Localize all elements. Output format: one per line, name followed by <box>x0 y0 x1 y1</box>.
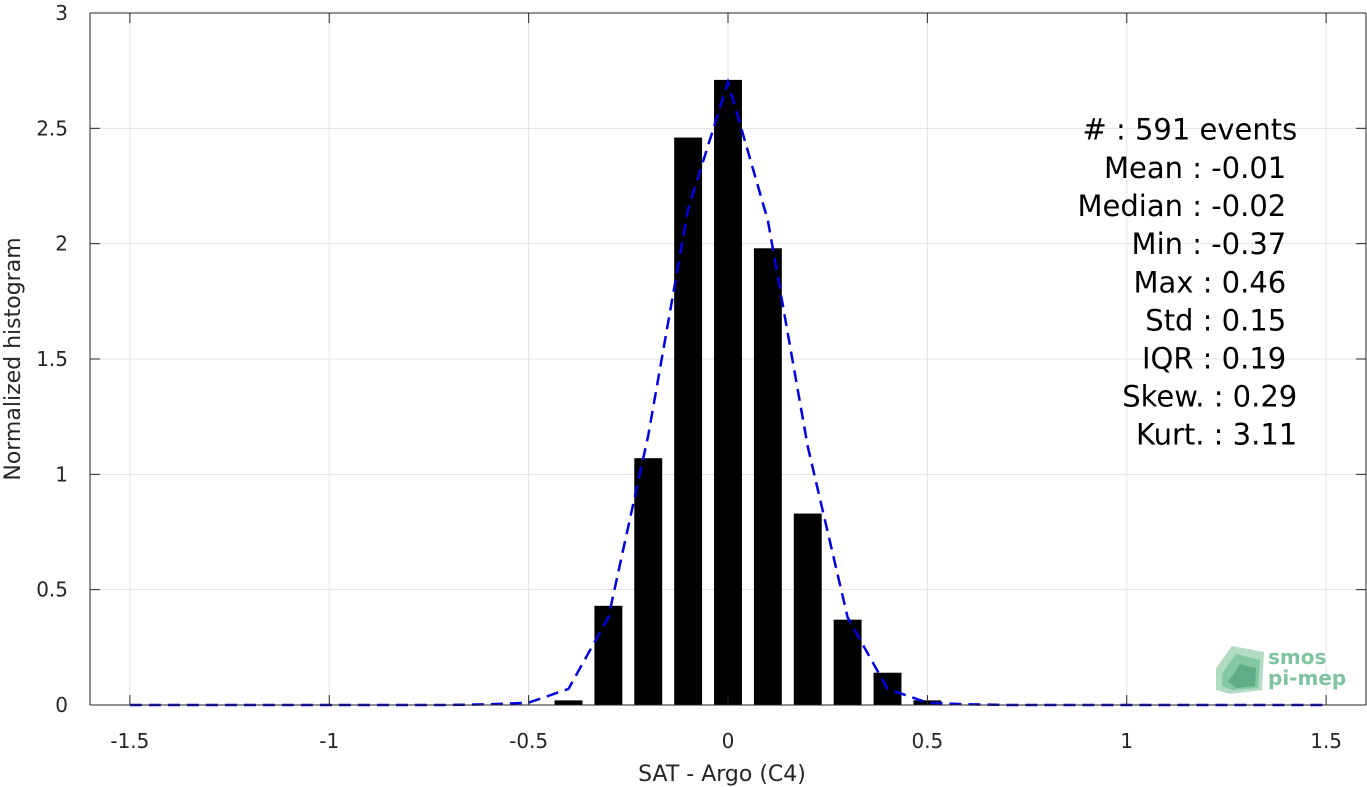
stat-line: Max : 0.46 <box>1134 266 1287 300</box>
x-tick-label: 0 <box>722 729 735 753</box>
y-tick-label: 1 <box>55 462 68 486</box>
histogram-bar <box>594 605 623 705</box>
y-axis-ticks: 0 0.5 1 1.5 2 2.5 3 <box>36 1 1366 717</box>
logo-text-pimep: pi-mep <box>1268 666 1346 690</box>
smos-pimep-logo: smos pi-mep <box>1216 645 1346 694</box>
histogram-bar <box>793 513 822 705</box>
x-tick-label: -0.5 <box>509 729 548 753</box>
histogram-bar <box>674 137 703 705</box>
y-tick-label: 0 <box>55 693 68 717</box>
stat-line: Std : 0.15 <box>1145 304 1286 338</box>
x-tick-label: -1 <box>319 729 339 753</box>
stat-line: Kurt. : 3.11 <box>1136 418 1297 452</box>
stat-line: Skew. : 0.29 <box>1122 380 1297 414</box>
histogram-bars <box>554 79 942 706</box>
stat-line: Min : -0.37 <box>1132 227 1287 261</box>
logo-shape-front <box>1228 664 1256 688</box>
y-axis-label: Normalized histogram <box>1 237 26 480</box>
histogram-bar <box>634 458 663 705</box>
stats-annotation: # : 591 events Mean : -0.01 Median : -0.02… <box>1078 113 1298 452</box>
logo-text-smos: smos <box>1268 645 1326 669</box>
stat-line: Mean : -0.01 <box>1104 151 1286 185</box>
y-tick-label: 2 <box>55 232 68 256</box>
stat-line: Median : -0.02 <box>1078 189 1287 223</box>
y-tick-label: 1.5 <box>36 347 68 371</box>
histogram-bar <box>554 700 583 705</box>
histogram-bar <box>714 79 742 706</box>
stat-line: # : 591 events <box>1082 113 1297 147</box>
y-tick-label: 2.5 <box>36 116 68 140</box>
x-axis-ticks: -1.5 -1 -0.5 0 0.5 1 1.5 <box>110 13 1342 753</box>
x-axis-label: SAT - Argo (C4) <box>638 762 806 787</box>
histogram-bar <box>753 248 782 705</box>
x-tick-label: -1.5 <box>110 729 149 753</box>
y-tick-label: 3 <box>55 1 68 25</box>
x-tick-label: 1.5 <box>1310 729 1342 753</box>
x-tick-label: 0.5 <box>911 729 943 753</box>
y-tick-label: 0.5 <box>36 578 68 602</box>
x-tick-label: 1 <box>1120 729 1133 753</box>
stat-line: IQR : 0.19 <box>1142 341 1286 375</box>
